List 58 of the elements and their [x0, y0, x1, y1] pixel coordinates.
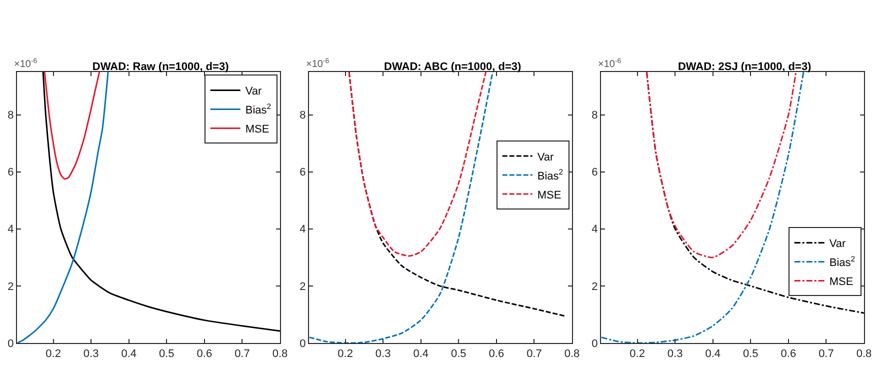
x-tick-label: 0.4 — [121, 348, 136, 360]
x-tick-label: 0.7 — [818, 348, 834, 360]
y-tick-label: 6 — [592, 166, 598, 179]
y-tick-label: 8 — [592, 110, 598, 122]
x-tick-label: 0.4 — [413, 348, 428, 360]
x-tick-label: 0.8 — [564, 348, 580, 360]
x-tick-label: 0.7 — [526, 348, 542, 360]
x-tick-label: 0.7 — [234, 348, 250, 360]
y-tick-label: 8 — [8, 110, 14, 122]
x-tick-label: 0.3 — [375, 348, 391, 360]
x-tick-label: 0.3 — [83, 348, 99, 360]
x-tick-label: 0.5 — [158, 348, 174, 360]
line-series — [309, 72, 494, 343]
legend-label: Var — [537, 151, 554, 164]
line-series — [646, 72, 797, 258]
y-tick-label: 2 — [8, 280, 14, 293]
x-tick-label: 0.5 — [450, 348, 466, 360]
y-tick-label: 2 — [300, 280, 306, 293]
y-tick-label: 6 — [300, 166, 306, 179]
legend-label: MSE — [537, 189, 562, 202]
chart-title: DWAD: 2SJ (n=1000, d=3) — [678, 61, 812, 73]
legend-label: Var — [829, 238, 846, 250]
x-tick-label: 0.2 — [630, 348, 645, 360]
x-tick-label: 0.6 — [780, 348, 796, 360]
legend-label: MSE — [829, 276, 854, 288]
text: ×10$^{-6}$ — [598, 58, 622, 70]
line-series — [17, 72, 109, 343]
line-series — [601, 72, 804, 343]
text: ×10$^{-6}$ — [14, 58, 38, 70]
x-tick-label: 0.4 — [705, 348, 720, 360]
legend-label: MSE — [245, 124, 270, 136]
x-tick-label: 0.6 — [488, 348, 504, 360]
x-tick-label: 0.8 — [856, 348, 872, 360]
y-tick-label: 2 — [592, 280, 598, 293]
legend-label: Bias$^{2}$ — [537, 168, 564, 182]
x-tick-label: 0.2 — [338, 348, 353, 360]
text: ×10$^{-6}$ — [306, 58, 330, 70]
x-tick-label: 0.3 — [667, 348, 683, 360]
legend-label: Bias$^{2}$ — [245, 102, 272, 116]
chart-title: DWAD: ABC (n=1000, d=3) — [384, 61, 522, 73]
chart-title: DWAD: Raw (n=1000, d=3) — [92, 61, 230, 73]
x-tick-label: 0.8 — [272, 348, 288, 360]
x-tick-label: 0.6 — [196, 348, 212, 360]
y-tick-label: 4 — [300, 224, 306, 236]
line-series — [348, 72, 487, 257]
x-tick-label: 0.2 — [46, 348, 61, 360]
y-tick-label: 4 — [8, 224, 14, 236]
y-tick-label: 6 — [8, 166, 14, 179]
y-tick-label: 4 — [592, 224, 598, 236]
y-tick-label: 0 — [8, 338, 14, 350]
y-tick-label: 0 — [592, 338, 598, 350]
y-tick-label: 0 — [300, 338, 306, 350]
x-tick-label: 0.5 — [742, 348, 758, 360]
legend-label: Var — [245, 86, 262, 98]
line-series — [44, 72, 100, 180]
legend-label: Bias$^{2}$ — [829, 254, 856, 269]
y-tick-label: 8 — [300, 110, 306, 122]
line-series — [42, 72, 280, 332]
